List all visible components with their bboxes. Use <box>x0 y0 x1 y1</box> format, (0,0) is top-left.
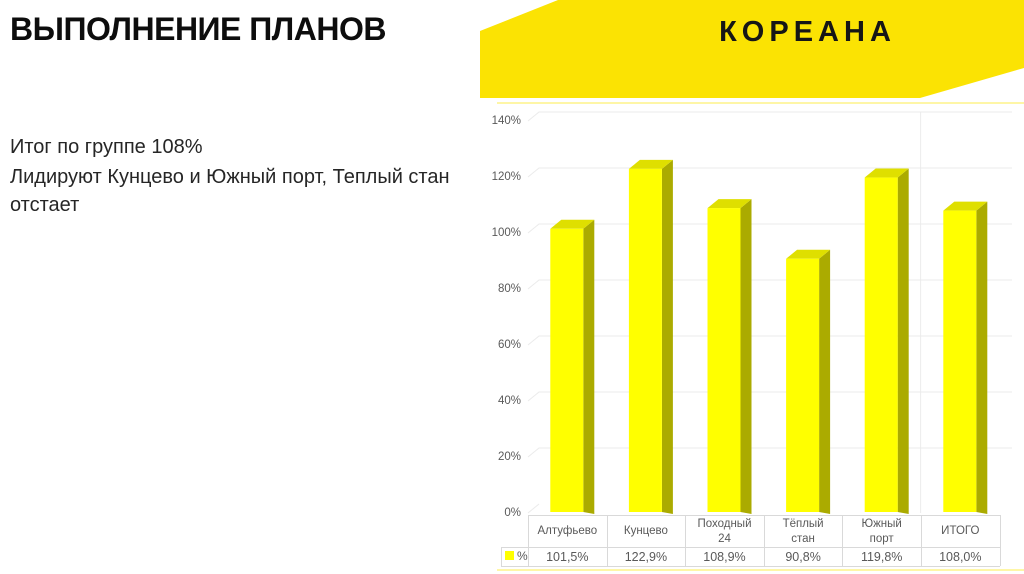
category-label-Кунцево: Кунцево <box>623 525 668 538</box>
table-vline <box>763 515 765 566</box>
value-cell-Кунцево: 122,9% <box>624 550 668 564</box>
table-vline-legend <box>501 547 502 566</box>
page-title: ВЫПОЛНЕНИЕ ПЛАНОВ <box>10 11 386 47</box>
gridline-20% <box>527 447 1012 458</box>
summary-group-total: Итог по группе 108% <box>10 136 203 158</box>
bar-Походный 24 <box>707 199 752 514</box>
y-tick-120%: 120% <box>491 171 521 183</box>
gridline-140% <box>527 111 1012 122</box>
y-tick-40%: 40% <box>497 395 521 407</box>
table-line-middle <box>501 547 1000 548</box>
brand-logo: КОРЕАНА <box>719 16 896 48</box>
table-line-bottom <box>501 566 1000 567</box>
bar-top-face <box>943 201 988 211</box>
frame-edge-top <box>497 102 1024 104</box>
table-vline <box>606 515 608 566</box>
gridline-40% <box>527 391 1012 402</box>
table-vline <box>921 515 922 566</box>
value-cell-Тёплый стан: 90,8% <box>785 550 821 564</box>
gridline-0% <box>527 503 540 514</box>
bar-front-face <box>943 210 977 512</box>
bar-side-face <box>976 201 988 514</box>
bar-top-face <box>864 168 909 178</box>
frame-edge-bottom <box>497 569 1024 571</box>
value-cell-Алтуфьево: 101,5% <box>546 550 589 564</box>
value-cell-ИТОГО: 108,0% <box>939 550 982 564</box>
bar-front-face <box>864 177 898 512</box>
table-vline <box>528 515 529 566</box>
category-label-Тёплый стан: Тёплый стан <box>782 518 824 545</box>
category-label-Походный 24: Походный 24 <box>697 518 752 545</box>
bar-Кунцево <box>628 159 673 514</box>
bar-top-face <box>550 219 595 229</box>
value-cell-Южный порт: 119,8% <box>860 550 903 564</box>
value-cell-Походный 24: 108,9% <box>703 550 746 564</box>
bar-top-face <box>786 249 831 259</box>
gridline-100% <box>527 223 1012 234</box>
category-label-Южный порт: Южный порт <box>861 518 902 545</box>
bar-front-face <box>550 228 584 513</box>
bar-front-face <box>628 168 662 512</box>
summary-leaders-note: Лидируют Кунцево и Южный порт, Теплый ст… <box>10 166 450 216</box>
bar-top-face <box>628 159 673 169</box>
category-label-ИТОГО: ИТОГО <box>941 525 980 538</box>
brand-banner <box>480 0 1024 98</box>
bar-Алтуфьево <box>550 219 595 515</box>
table-vline <box>685 515 687 566</box>
bar-front-face <box>786 258 820 512</box>
bar-ИТОГО <box>943 201 988 514</box>
bar-side-face <box>583 219 595 515</box>
gridline-80% <box>527 279 1012 290</box>
gridline-120% <box>527 167 1012 178</box>
y-tick-80%: 80% <box>497 283 521 295</box>
y-tick-0%: 0% <box>504 507 521 519</box>
y-tick-60%: 60% <box>497 339 521 351</box>
bar-Южный порт <box>864 168 909 514</box>
table-vline <box>842 515 844 566</box>
bar-side-face <box>661 159 673 514</box>
bar-top-face <box>707 199 752 209</box>
legend-swatch <box>505 551 514 560</box>
y-tick-20%: 20% <box>497 451 521 463</box>
bar-front-face <box>707 208 741 512</box>
y-tick-100%: 100% <box>491 227 521 239</box>
category-label-Алтуфьево: Алтуфьево <box>537 525 598 538</box>
table-vline <box>999 515 1001 566</box>
bar-Тёплый стан <box>786 249 831 514</box>
y-tick-140%: 140% <box>491 115 521 127</box>
bar-side-face <box>740 199 752 514</box>
bar-side-face <box>897 168 909 514</box>
bar-side-face <box>819 249 831 514</box>
banner-shape <box>480 0 1024 98</box>
gridline-60% <box>527 335 1012 346</box>
legend-series-label: % <box>517 549 528 563</box>
